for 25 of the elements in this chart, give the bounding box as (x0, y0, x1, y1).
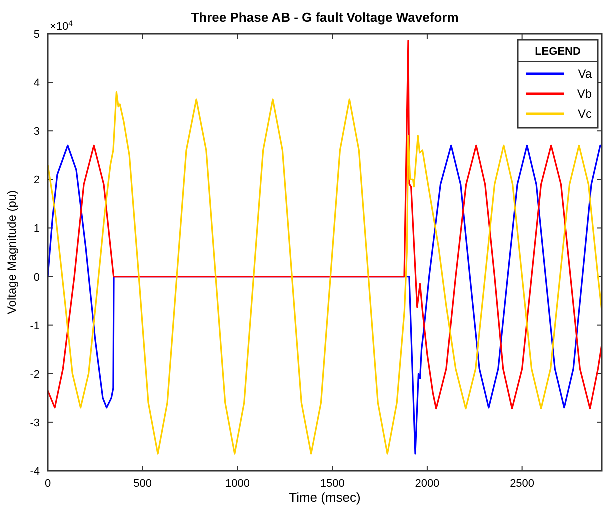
legend-title: LEGEND (535, 46, 581, 58)
x-tick-label: 1000 (225, 478, 250, 490)
y-tick-label: 5 (34, 29, 40, 41)
y-tick-label: 3 (34, 126, 40, 138)
y-tick-label: -1 (30, 320, 40, 332)
chart-title: Three Phase AB - G fault Voltage Waveform (191, 10, 459, 25)
x-tick-label: 1500 (320, 478, 345, 490)
y-tick-label: 0 (34, 272, 40, 284)
x-tick-label: 500 (134, 478, 152, 490)
line-series (48, 40, 602, 410)
legend-label: Vb (577, 87, 592, 101)
legend-label: Va (578, 67, 592, 81)
y-tick-label: -2 (30, 368, 40, 381)
x-tick-label: 2000 (415, 478, 440, 490)
y-tick-label: 4 (34, 78, 40, 90)
x-axis-title: Time (msec) (289, 490, 361, 505)
text: ×10$^{4}$ (50, 18, 74, 33)
y-tick-label: -4 (30, 466, 40, 478)
y-tick-label: 1 (34, 223, 40, 236)
legend-label: Vc (578, 107, 592, 121)
y-axis-title: Voltage Magnitude (pu) (5, 190, 19, 315)
x-tick-label: 0 (44, 478, 52, 490)
y-tick-label: 2 (34, 174, 40, 187)
y-tick-label: -3 (30, 417, 40, 430)
x-tick-label: 2500 (510, 478, 535, 490)
